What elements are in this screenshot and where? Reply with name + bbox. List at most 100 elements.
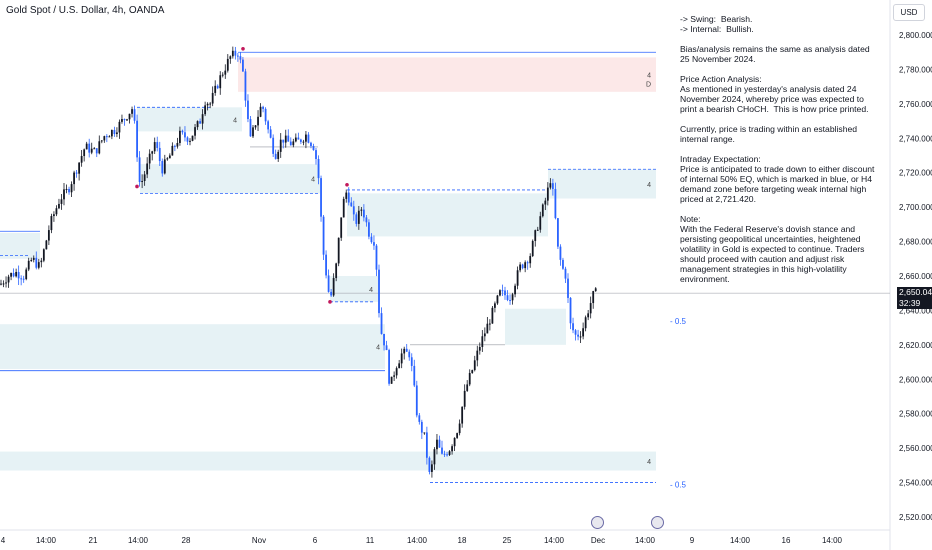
candle-body	[221, 74, 224, 76]
currency-button[interactable]: USD	[893, 4, 925, 21]
candle-body	[176, 142, 179, 147]
candle-body	[0, 283, 2, 285]
zone-demand	[505, 308, 566, 345]
candle-body	[299, 139, 302, 142]
candle-body	[400, 353, 403, 364]
candle-body	[342, 198, 345, 218]
candle-body	[110, 130, 113, 137]
candle-body	[305, 134, 307, 142]
candle-body	[557, 218, 559, 247]
candle-body	[113, 130, 116, 135]
zone-label: 4	[369, 287, 373, 294]
candle-body	[373, 242, 375, 246]
candle-body	[138, 157, 141, 182]
candle-body	[347, 192, 350, 203]
candle-body	[383, 333, 385, 346]
time-axis-tick: 14:00	[544, 536, 565, 545]
candle-body	[7, 276, 10, 283]
candle-body	[128, 113, 131, 120]
candle-body	[244, 71, 247, 101]
candle-body	[118, 121, 121, 133]
equilibrium-label: - 0.5	[670, 480, 687, 489]
candle-body	[582, 328, 585, 337]
candle-body	[514, 285, 516, 295]
candle-body	[252, 127, 254, 137]
candle-body	[171, 145, 174, 156]
candle-body	[516, 270, 519, 286]
candle-body	[549, 183, 552, 188]
zone-demand	[0, 232, 40, 259]
time-axis-tick: 18	[458, 536, 467, 545]
candle-body	[385, 345, 388, 351]
time-axis-tick: 6	[313, 536, 318, 545]
candle-body	[499, 290, 501, 296]
candle-body	[194, 127, 196, 136]
candle-body	[463, 390, 466, 407]
candle-body	[78, 162, 81, 174]
candle-body	[544, 200, 547, 205]
candle-body	[254, 125, 257, 128]
zone-demand	[137, 107, 242, 132]
candle-body	[567, 278, 569, 298]
candle-body	[380, 313, 383, 334]
candle-body	[365, 217, 368, 223]
us-flag-event-icon[interactable]	[651, 516, 664, 529]
zone-sub-label: D	[646, 82, 651, 89]
candle-body	[551, 183, 554, 189]
candle-body	[458, 423, 461, 434]
zone-demand	[330, 276, 378, 302]
price-axis-tick: 2,600.000	[899, 375, 932, 384]
candle-body	[428, 457, 431, 472]
price-axis-tick: 2,660.000	[899, 272, 932, 281]
zone-demand	[0, 451, 656, 471]
candle-body	[166, 158, 169, 160]
candle-body	[239, 56, 242, 60]
candle-body	[362, 209, 365, 218]
candle-body	[123, 119, 126, 121]
candle-body	[481, 336, 484, 348]
candle-body	[204, 105, 207, 115]
candle-body	[88, 143, 91, 153]
candle-body	[247, 100, 249, 120]
candle-body	[277, 151, 280, 159]
candle-body	[148, 153, 151, 164]
candle-body	[100, 140, 103, 142]
candle-body	[274, 153, 277, 159]
zone-supply	[238, 57, 656, 92]
candle-body	[37, 262, 40, 268]
time-axis-tick: Nov	[252, 536, 266, 545]
candle-body	[58, 203, 60, 209]
candle-body	[219, 75, 222, 89]
candle-body	[539, 216, 542, 230]
time-axis-tick: 14:00	[407, 536, 428, 545]
candle-body	[236, 55, 239, 57]
candle-body	[410, 357, 413, 366]
candle-body	[461, 406, 464, 424]
candle-body	[40, 260, 43, 263]
candle-body	[534, 230, 537, 241]
current-price-tag: 2,650.045 32:39	[897, 287, 932, 309]
candle-body	[355, 214, 358, 224]
candle-body	[12, 273, 15, 277]
candle-body	[103, 136, 106, 141]
candle-body	[436, 439, 438, 450]
candle-body	[163, 159, 166, 174]
chart-title: Gold Spot / U.S. Dollar, 4h, OANDA	[6, 5, 165, 16]
candle-body	[27, 260, 30, 270]
price-axis-tick: 2,800.000	[899, 31, 932, 40]
time-axis-tick: 14:00	[36, 536, 57, 545]
time-axis-tick: 16	[782, 536, 791, 545]
candle-body	[47, 230, 50, 241]
candle-body	[310, 142, 312, 146]
candle-body	[50, 216, 53, 231]
us-flag-event-icon[interactable]	[591, 516, 604, 529]
candle-body	[229, 56, 232, 59]
price-axis-tick: 2,760.000	[899, 100, 932, 109]
candle-body	[151, 151, 154, 154]
time-axis-tick: 14:00	[128, 536, 149, 545]
candle-body	[420, 421, 423, 433]
candle-body	[80, 156, 83, 163]
candle-body	[317, 158, 320, 179]
candle-body	[378, 269, 380, 314]
